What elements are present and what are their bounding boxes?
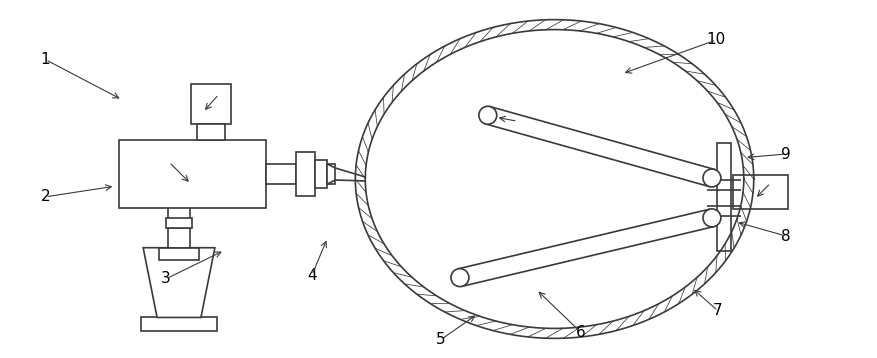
Text: 9: 9 — [781, 146, 791, 161]
Polygon shape — [143, 248, 215, 318]
Bar — [168, 228, 190, 248]
Text: 7: 7 — [713, 304, 723, 319]
Text: 10: 10 — [707, 33, 726, 47]
Bar — [717, 143, 731, 251]
Circle shape — [703, 169, 721, 187]
Bar — [733, 175, 788, 209]
Text: 8: 8 — [781, 228, 791, 243]
Text: 4: 4 — [307, 268, 317, 283]
Bar — [197, 124, 225, 140]
Bar — [296, 152, 316, 196]
Circle shape — [703, 209, 721, 227]
Bar — [266, 164, 296, 184]
Bar — [141, 318, 217, 332]
Bar — [119, 140, 266, 208]
Bar — [166, 218, 192, 228]
Text: 3: 3 — [161, 271, 171, 286]
Polygon shape — [485, 107, 715, 187]
Polygon shape — [458, 209, 714, 286]
Text: 6: 6 — [576, 325, 586, 340]
Bar — [159, 248, 199, 260]
Text: 2: 2 — [40, 189, 50, 204]
Text: 1: 1 — [40, 52, 50, 67]
Bar — [316, 160, 327, 188]
Bar — [327, 164, 335, 184]
Bar — [191, 84, 231, 124]
Circle shape — [451, 268, 469, 287]
Circle shape — [479, 106, 496, 124]
Text: 5: 5 — [437, 332, 446, 347]
